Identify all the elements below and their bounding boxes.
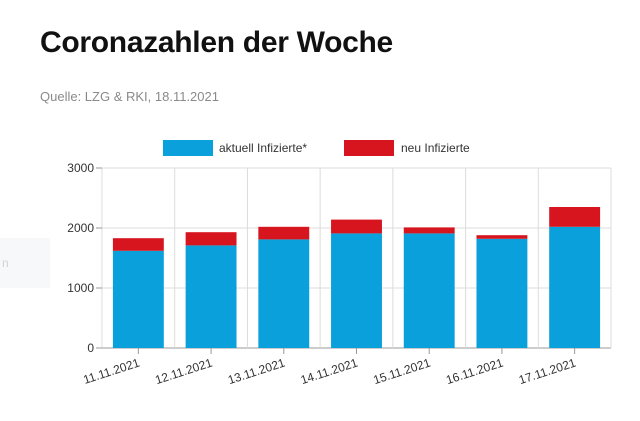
source-note: Quelle: LZG & RKI, 18.11.2021 [40, 89, 219, 104]
legend-swatch-new[interactable] [344, 140, 394, 156]
x-tick-label: 14.11.2021 [299, 355, 360, 387]
bar-new-11.11.2021 [112, 238, 164, 251]
x-axis: 11.11.2021 12.11.2021 13.11.2021 14.11.2021… [82, 348, 578, 387]
x-tick-label: 12.11.2021 [153, 355, 214, 387]
x-tick-label: 11.11.2021 [82, 355, 142, 386]
bar-active-16.11.2021 [476, 238, 528, 348]
side-panel-fragment: n [0, 238, 50, 288]
bar-new-16.11.2021 [476, 235, 528, 239]
bar-active-17.11.2021 [549, 226, 601, 348]
y-tick-label: 0 [87, 341, 94, 355]
side-panel-label: n [2, 256, 9, 270]
x-tick-label: 13.11.2021 [226, 355, 287, 387]
bar-new-17.11.2021 [549, 207, 601, 227]
y-tick-label: 2000 [67, 221, 94, 235]
bar-active-11.11.2021 [112, 250, 164, 348]
bars [112, 207, 601, 348]
y-axis: 0 1000 2000 3000 [67, 161, 102, 355]
bar-active-13.11.2021 [258, 239, 310, 348]
bar-active-12.11.2021 [185, 245, 237, 348]
legend-label-new[interactable]: neu Infizierte [401, 141, 470, 155]
bar-new-15.11.2021 [403, 227, 455, 234]
bar-active-15.11.2021 [403, 233, 455, 348]
legend-swatch-active[interactable] [163, 140, 213, 156]
bar-new-13.11.2021 [258, 226, 310, 240]
legend-label-active[interactable]: aktuell Infizierte* [219, 141, 307, 155]
x-tick-label: 15.11.2021 [372, 355, 433, 387]
page-title: Coronazahlen der Woche [40, 26, 393, 59]
bar-new-12.11.2021 [185, 232, 237, 246]
bar-new-14.11.2021 [331, 219, 382, 234]
legend: aktuell Infizierte* neu Infizierte [163, 140, 470, 156]
x-tick-label: 16.11.2021 [444, 355, 505, 387]
bar-active-14.11.2021 [331, 233, 382, 348]
x-tick-label: 17.11.2021 [517, 355, 578, 387]
y-tick-label: 1000 [67, 281, 94, 295]
y-tick-label: 3000 [67, 161, 94, 175]
